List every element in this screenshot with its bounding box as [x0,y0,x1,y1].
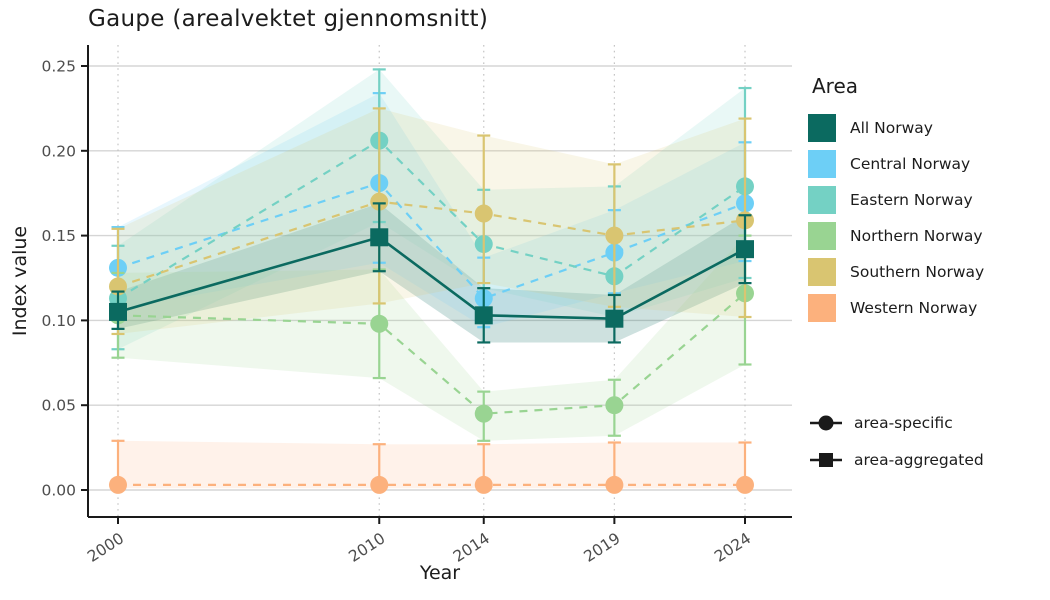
y-tick-label: 0.10 [41,312,76,330]
data-point [370,314,389,333]
legend-swatch-central-norway [808,150,836,178]
legend-shape-item-area-aggregated: area-aggregated [808,441,1050,478]
legend-swatch-southern-norway [808,258,836,286]
y-tick-label: 0.25 [41,58,76,76]
legend: Area All Norway Central Norway Eastern Nor… [808,74,1050,478]
data-point [109,475,127,494]
legend-swatch-northern-norway [808,222,836,250]
series-western-norway [109,439,754,494]
legend-item-northern-norway: Northern Norway [808,218,1050,254]
y-axis-label: Index value [9,225,31,337]
ribbon-western-norway [118,440,745,489]
legend-shape-item-label: area-specific [854,413,953,432]
data-point [370,192,389,211]
legend-item-label: All Norway [850,119,933,137]
x-tick-label: 2019 [581,529,624,566]
data-point [736,475,754,494]
ribbon-all-norway [118,203,745,343]
ribbon-central-norway [118,93,745,328]
ribbon-eastern-norway [118,69,745,350]
legend-item-western-norway: Western Norway [808,290,1050,326]
trend-line-central-norway [117,181,746,300]
data-point [736,240,754,259]
legend-shape-items: area-specific area-aggregated [808,404,1050,478]
series-all-norway [109,202,754,344]
data-point [370,475,389,494]
circle-marker-icon [810,415,842,430]
data-point [605,475,624,494]
legend-swatch-eastern-norway [808,186,836,214]
chart-title: Gaupe (arealvektet gjennomsnitt) [88,6,489,32]
x-tick-label: 2024 [711,529,754,566]
data-point [474,306,493,325]
legend-title: Area [812,74,859,98]
x-tick-label: 2010 [346,529,389,566]
legend-color-items: All Norway Central Norway Eastern Norway No… [808,110,1050,326]
x-tick-label: 2014 [450,529,493,566]
legend-item-label: Eastern Norway [850,191,973,209]
legend-item-label: Western Norway [850,299,978,317]
legend-swatch-all-norway [808,114,836,142]
square-marker-icon [810,452,842,467]
legend-swatch-western-norway [808,294,836,322]
data-point [109,302,127,321]
data-point [605,226,624,245]
legend-shape-item-area-specific: area-specific [808,404,1050,441]
legend-item-label: Northern Norway [850,227,983,245]
legend-item-label: Southern Norway [850,263,985,281]
trend-line-northern-norway [117,292,746,415]
ribbon-southern-norway [118,108,745,334]
x-tick-label: 2000 [84,529,127,566]
y-tick-label: 0.20 [41,142,76,160]
gridlines [88,45,792,517]
legend-item-southern-norway: Southern Norway [808,254,1050,290]
legend-item-eastern-norway: Eastern Norway [808,182,1050,218]
data-point [474,404,493,423]
legend-item-central-norway: Central Norway [808,146,1050,182]
confidence-ribbons [118,69,745,489]
y-tick-label: 0.15 [41,227,76,245]
x-axis-label: Year [419,562,461,584]
legend-item-label: Central Norway [850,155,971,173]
data-point [370,228,389,247]
y-tick-label: 0.05 [41,397,76,415]
data-point [605,396,624,415]
ribbon-northern-norway [118,235,745,441]
data-point [605,309,624,328]
data-point [474,204,493,223]
data-point [474,475,493,494]
y-tick-label: 0.00 [41,482,76,500]
legend-shape-item-label: area-aggregated [854,450,984,469]
legend-item-all-norway: All Norway [808,110,1050,146]
